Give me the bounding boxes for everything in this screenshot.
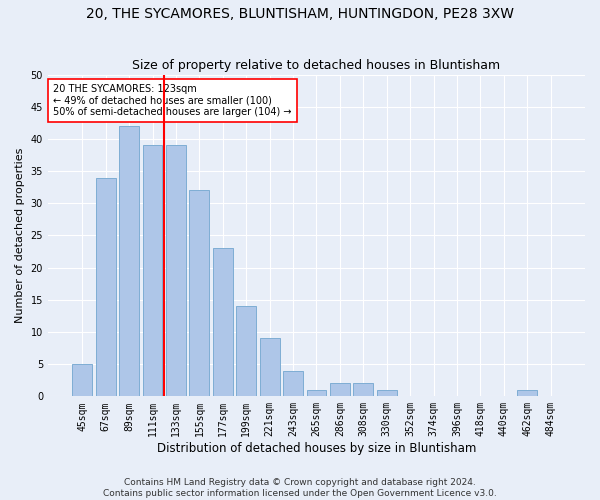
Bar — [213, 248, 233, 396]
Bar — [73, 364, 92, 396]
Text: Contains HM Land Registry data © Crown copyright and database right 2024.
Contai: Contains HM Land Registry data © Crown c… — [103, 478, 497, 498]
Bar — [283, 370, 303, 396]
Text: 20, THE SYCAMORES, BLUNTISHAM, HUNTINGDON, PE28 3XW: 20, THE SYCAMORES, BLUNTISHAM, HUNTINGDO… — [86, 8, 514, 22]
Bar — [260, 338, 280, 396]
Bar — [307, 390, 326, 396]
Bar — [96, 178, 116, 396]
Bar — [330, 384, 350, 396]
Bar — [236, 306, 256, 396]
Bar — [353, 384, 373, 396]
Bar — [377, 390, 397, 396]
X-axis label: Distribution of detached houses by size in Bluntisham: Distribution of detached houses by size … — [157, 442, 476, 455]
Bar — [517, 390, 537, 396]
Text: 20 THE SYCAMORES: 123sqm
← 49% of detached houses are smaller (100)
50% of semi-: 20 THE SYCAMORES: 123sqm ← 49% of detach… — [53, 84, 292, 117]
Bar — [166, 146, 186, 396]
Bar — [119, 126, 139, 396]
Title: Size of property relative to detached houses in Bluntisham: Size of property relative to detached ho… — [133, 59, 500, 72]
Bar — [143, 146, 163, 396]
Y-axis label: Number of detached properties: Number of detached properties — [15, 148, 25, 323]
Bar — [190, 190, 209, 396]
